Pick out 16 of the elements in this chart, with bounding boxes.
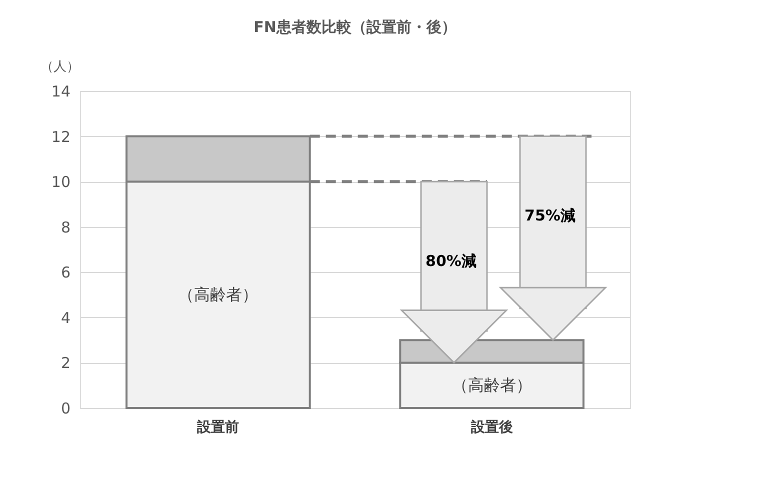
y-tick-label: 8 bbox=[60, 218, 70, 236]
y-tick-label: 14 bbox=[51, 82, 70, 100]
y-axis-title: （人） bbox=[40, 60, 80, 74]
x-tick-label: 設置前 bbox=[196, 420, 240, 436]
annotation: （高齢者） bbox=[178, 284, 258, 304]
x-tick-label: 設置後 bbox=[470, 420, 513, 436]
annotation: （高齢者） bbox=[452, 375, 532, 394]
y-tick-label: 10 bbox=[51, 173, 70, 192]
y-tick-label: 0 bbox=[60, 400, 70, 418]
y-tick-label: 4 bbox=[60, 308, 70, 327]
y-tick-label: 2 bbox=[60, 354, 70, 372]
annotation: 75%減 bbox=[524, 206, 576, 225]
y-tick-label: 6 bbox=[60, 264, 70, 282]
annotation: 80%減 bbox=[426, 252, 476, 270]
chart-title: FN患者数比較（設置前・後） bbox=[254, 18, 456, 36]
y-tick-label: 12 bbox=[51, 128, 70, 146]
